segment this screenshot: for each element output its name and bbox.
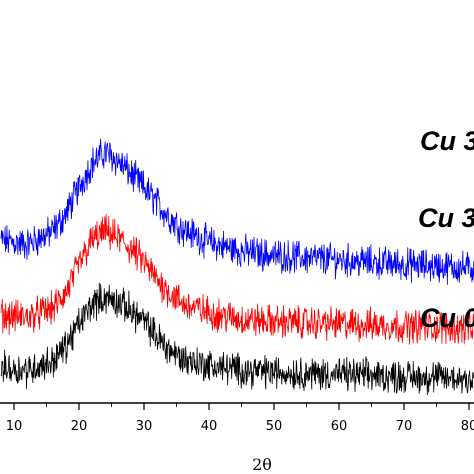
x-tick-label: 80 [461,419,474,434]
series-line [0,282,474,396]
series-label: Cu 3 [418,203,474,233]
series-group [0,138,474,396]
series-labels: Cu 3 Cu 3 Cu 0 [418,126,474,333]
x-tick-label: 60 [331,419,348,434]
x-axis-title: 2θ [252,455,272,474]
x-tick-label: 20 [71,419,88,434]
x-tick-label: 70 [396,419,413,434]
x-tick-label: 50 [266,419,283,434]
x-tick-label: 30 [136,419,153,434]
series-label: Cu 0 [420,303,474,333]
series-line [0,138,474,285]
x-tick-label: 10 [6,419,23,434]
series-label: Cu 3 [420,126,474,156]
x-tick-label: 40 [201,419,218,434]
series-line [0,213,474,345]
x-axis-ticks: 10 20 30 40 50 60 70 80 [6,403,474,434]
